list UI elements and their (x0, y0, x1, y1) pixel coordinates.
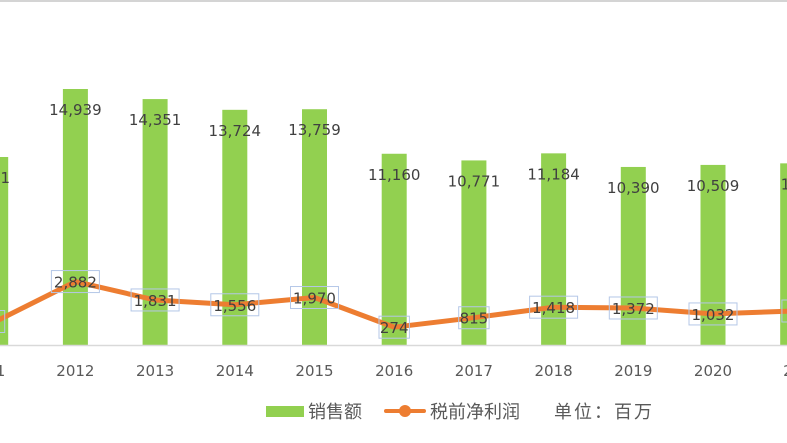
x-tick-2019: 2019 (614, 362, 652, 380)
chart-legend: 销售额 税前净利润 单位：百万 (266, 398, 654, 424)
profit-label-box-2016 (378, 315, 410, 339)
profit-label-box-2014 (210, 293, 260, 317)
legend-sales-label: 销售额 (308, 402, 362, 423)
profit-data-labels: 92,8821,8311,5561,9702748151,4181,3721,0… (0, 270, 787, 339)
sales-label-2019: 10,390 (607, 179, 660, 197)
profit-label-box-2018 (529, 295, 579, 319)
sales-bar-2019 (620, 166, 646, 345)
profit-line-series (0, 279, 787, 330)
sales-bar-2016 (381, 153, 407, 345)
profit-label-box-2017 (458, 306, 490, 330)
profit-label-2014: 1,556 (213, 297, 256, 315)
x-tick-2018: 2018 (535, 362, 573, 380)
profit-label-box-2012 (50, 270, 100, 294)
sales-bar-2011 (0, 156, 9, 345)
legend-line-swatch (384, 404, 426, 418)
profit-label-2021: 1, (786, 303, 787, 321)
sales-data-labels: 971 14,939 14,351 13,724 13,759 11,160 10,771 1… (0, 101, 787, 197)
sales-label-2012: 14,939 (49, 101, 102, 119)
profit-label-box-2013 (130, 288, 180, 312)
profit-line (0, 279, 787, 330)
profit-label-2018: 1,418 (532, 299, 575, 317)
profit-label-2015: 1,970 (293, 290, 336, 308)
x-tick-2011: 11 (0, 362, 5, 380)
profit-label-2016: 274 (380, 319, 409, 337)
sales-bar-2013 (142, 99, 168, 346)
profit-label-box-2011 (0, 310, 6, 333)
sales-bar-2021 (780, 163, 787, 345)
x-tick-2012: 2012 (56, 362, 94, 380)
sales-label-2015: 13,759 (288, 121, 341, 139)
profit-label-2012: 2,882 (54, 274, 97, 292)
sales-label-2017: 10,771 (448, 172, 501, 190)
x-tick-2020: 2020 (694, 362, 732, 380)
profit-label-2020: 1,032 (692, 306, 735, 324)
sales-label-2014: 13,724 (209, 122, 262, 140)
sales-label-2020: 10,509 (687, 177, 740, 195)
x-axis-tick-labels: 1120122013201420152016201720182019202020 (0, 362, 787, 380)
sales-bar-2015 (302, 109, 327, 345)
profit-label-box-2015 (290, 286, 339, 310)
profit-label-box-2019 (608, 296, 658, 320)
profit-label-2013: 1,831 (134, 292, 177, 310)
legend-bar-swatch (266, 405, 304, 417)
x-tick-2016: 2016 (375, 362, 413, 380)
profit-label-box-2020 (688, 302, 738, 326)
x-tick-2017: 2017 (455, 362, 493, 380)
sales-label-2013: 14,351 (129, 111, 182, 129)
profit-label-box-2021 (781, 299, 787, 323)
sales-label-2021: 10, (781, 175, 787, 193)
chart-plot-area: 971 14,939 14,351 13,724 13,759 11,160 10,771 1… (0, 89, 787, 380)
x-tick-2021: 20 (783, 362, 787, 380)
sales-bar-2018 (541, 153, 567, 345)
x-tick-2015: 2015 (295, 362, 333, 380)
sales-label-2011: 971 (0, 169, 10, 187)
sales-bars (0, 89, 787, 346)
x-tick-2014: 2014 (216, 362, 254, 380)
unit-label: 单位：百万 (554, 402, 654, 423)
sales-label-2018: 11,184 (527, 165, 580, 183)
sales-label-2016: 11,160 (368, 166, 421, 184)
profit-label-2019: 1,372 (612, 300, 655, 318)
profit-label-2017: 815 (460, 310, 489, 328)
x-tick-2013: 2013 (136, 362, 174, 380)
sales-bar-2012 (62, 89, 88, 345)
top-border (0, 0, 787, 2)
legend-profit-label: 税前净利润 (430, 402, 520, 423)
